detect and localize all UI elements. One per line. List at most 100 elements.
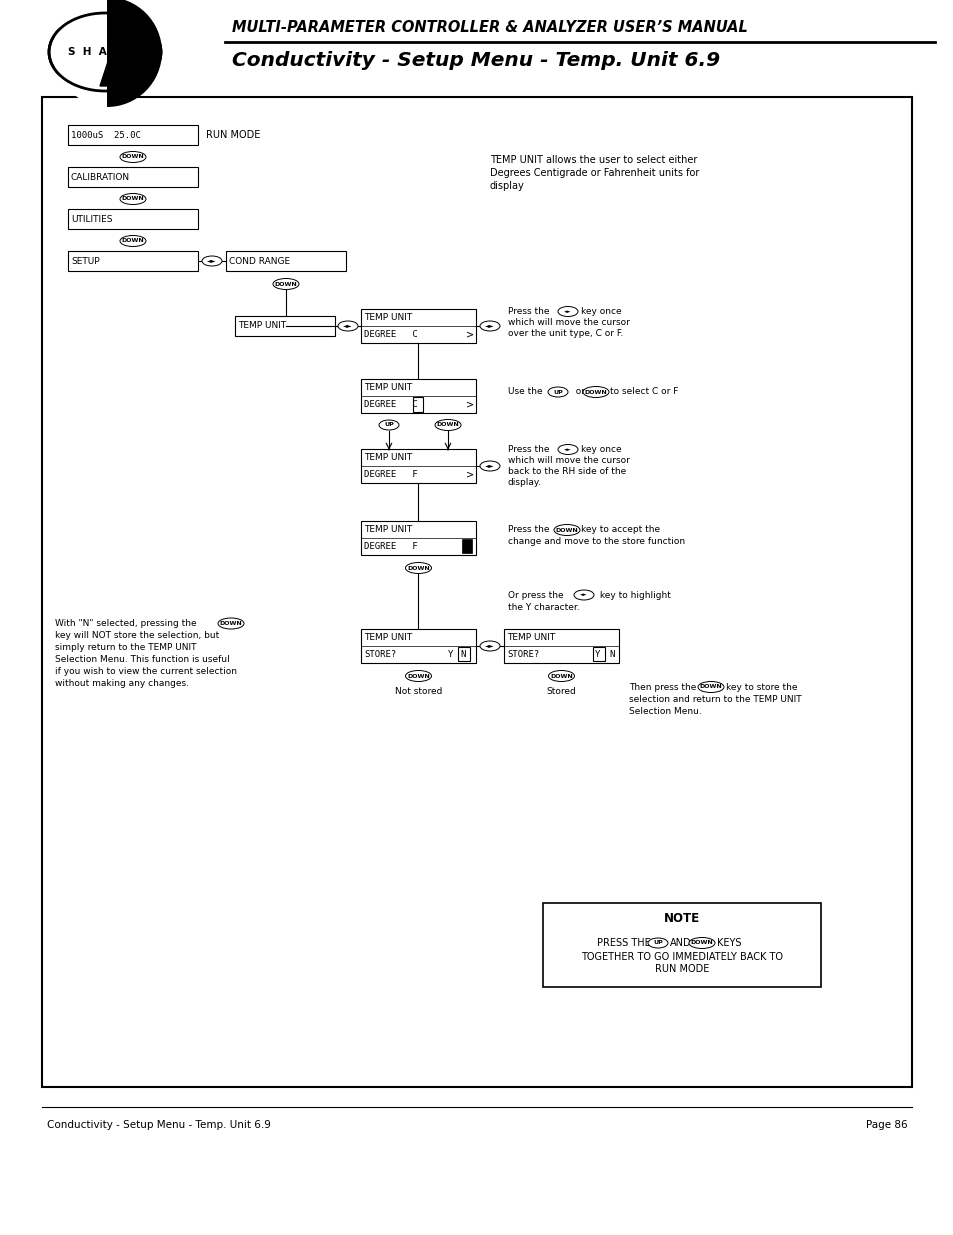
Text: display: display	[490, 182, 524, 191]
Text: TEMP UNIT: TEMP UNIT	[364, 312, 412, 322]
Text: COND RANGE: COND RANGE	[229, 257, 290, 266]
Ellipse shape	[479, 641, 499, 651]
Ellipse shape	[202, 256, 222, 266]
Text: DOWN: DOWN	[550, 673, 572, 678]
Bar	[68, 209, 198, 228]
Text: >: >	[465, 469, 474, 479]
Text: key to highlight: key to highlight	[597, 590, 670, 599]
Text: DOWN: DOWN	[699, 684, 721, 689]
Text: TOGETHER TO GO IMMEDIATELY BACK TO: TOGETHER TO GO IMMEDIATELY BACK TO	[580, 952, 782, 962]
Text: selection and return to the TEMP UNIT: selection and return to the TEMP UNIT	[628, 694, 801, 704]
Text: Use the: Use the	[507, 388, 542, 396]
Text: TEMP UNIT: TEMP UNIT	[364, 453, 412, 462]
Ellipse shape	[218, 618, 244, 629]
Text: ◄►: ◄►	[485, 324, 495, 329]
Text: DOWN: DOWN	[690, 941, 713, 946]
Text: over the unit type, C or F.: over the unit type, C or F.	[507, 329, 622, 338]
Text: KEYS: KEYS	[717, 939, 740, 948]
Text: N: N	[608, 650, 614, 659]
Ellipse shape	[479, 461, 499, 471]
Text: Degrees Centigrade or Fahrenheit units for: Degrees Centigrade or Fahrenheit units f…	[490, 168, 699, 178]
Text: TEMP UNIT: TEMP UNIT	[506, 634, 555, 642]
Text: simply return to the TEMP UNIT: simply return to the TEMP UNIT	[55, 643, 196, 652]
Text: Y: Y	[448, 650, 453, 659]
Bar	[457, 647, 470, 661]
Wedge shape	[107, 0, 162, 107]
Text: Not stored: Not stored	[395, 687, 442, 695]
Text: DOWN: DOWN	[436, 422, 459, 427]
Text: DOWN: DOWN	[407, 566, 430, 571]
Ellipse shape	[558, 445, 578, 454]
Text: UP: UP	[384, 422, 394, 427]
Text: TEMP UNIT: TEMP UNIT	[364, 383, 412, 391]
Text: ◄►: ◄►	[343, 324, 353, 329]
Text: the Y character.: the Y character.	[507, 603, 579, 611]
Text: UP: UP	[553, 389, 562, 394]
Text: or: or	[569, 388, 584, 396]
Ellipse shape	[120, 236, 146, 247]
Text: RUN MODE: RUN MODE	[206, 130, 260, 140]
Text: SETUP: SETUP	[71, 257, 99, 266]
Ellipse shape	[647, 939, 667, 948]
Bar	[226, 251, 346, 270]
Bar	[461, 538, 472, 553]
Text: PRESS THE: PRESS THE	[597, 939, 650, 948]
Text: DOWN: DOWN	[121, 238, 144, 243]
Text: Page 86: Page 86	[865, 1120, 907, 1130]
Text: ◄►: ◄►	[563, 309, 571, 314]
Ellipse shape	[574, 590, 594, 600]
Text: DOWN: DOWN	[219, 621, 242, 626]
Text: UTILITIES: UTILITIES	[71, 215, 112, 224]
Text: With "N" selected, pressing the: With "N" selected, pressing the	[55, 619, 196, 629]
Bar	[360, 309, 476, 343]
Ellipse shape	[49, 14, 161, 91]
Text: to select C or F: to select C or F	[609, 388, 678, 396]
Text: key to accept the: key to accept the	[580, 526, 659, 535]
Text: >: >	[465, 330, 474, 340]
Text: CALIBRATION: CALIBRATION	[71, 173, 130, 182]
Text: Or press the: Or press the	[507, 590, 563, 599]
Bar	[42, 98, 911, 1087]
Text: key once: key once	[580, 308, 621, 316]
Bar	[503, 629, 618, 663]
Ellipse shape	[547, 387, 567, 396]
Ellipse shape	[337, 321, 357, 331]
Text: Selection Menu.: Selection Menu.	[628, 706, 701, 715]
Text: RUN MODE: RUN MODE	[654, 965, 708, 974]
Text: DOWN: DOWN	[121, 196, 144, 201]
Ellipse shape	[405, 562, 431, 573]
Text: Conductivity - Setup Menu - Temp. Unit 6.9: Conductivity - Setup Menu - Temp. Unit 6…	[232, 51, 720, 69]
Ellipse shape	[582, 387, 608, 398]
Polygon shape	[100, 16, 123, 86]
Bar	[360, 521, 476, 555]
Text: DOWN: DOWN	[121, 154, 144, 159]
Bar	[68, 125, 198, 144]
Ellipse shape	[548, 671, 574, 682]
Text: TEMP UNIT: TEMP UNIT	[364, 525, 412, 534]
Text: MULTI-PARAMETER CONTROLLER & ANALYZER USER’S MANUAL: MULTI-PARAMETER CONTROLLER & ANALYZER US…	[232, 21, 747, 36]
Wedge shape	[53, 0, 107, 106]
Text: ◄►: ◄►	[579, 593, 587, 598]
Text: DOWN: DOWN	[584, 389, 607, 394]
Ellipse shape	[435, 420, 460, 431]
Text: UP: UP	[653, 941, 662, 946]
Text: DEGREE   F: DEGREE F	[364, 542, 417, 551]
Text: change and move to the store function: change and move to the store function	[507, 537, 684, 547]
Text: without making any changes.: without making any changes.	[55, 679, 189, 688]
Text: DEGREE   C: DEGREE C	[364, 330, 417, 338]
Ellipse shape	[554, 525, 579, 536]
Text: ◄►: ◄►	[485, 643, 495, 648]
Bar	[68, 251, 198, 270]
Text: Conductivity - Setup Menu - Temp. Unit 6.9: Conductivity - Setup Menu - Temp. Unit 6…	[47, 1120, 271, 1130]
Text: >: >	[465, 399, 474, 410]
Ellipse shape	[120, 152, 146, 163]
Text: Press the: Press the	[507, 526, 549, 535]
Text: STORE?: STORE?	[506, 650, 538, 659]
Text: Press the: Press the	[507, 445, 549, 454]
Text: Selection Menu. This function is useful: Selection Menu. This function is useful	[55, 655, 230, 664]
Text: DEGREE   C: DEGREE C	[364, 400, 417, 409]
Text: Press the: Press the	[507, 308, 549, 316]
Text: TEMP UNIT: TEMP UNIT	[364, 634, 412, 642]
Text: TEMP UNIT allows the user to select either: TEMP UNIT allows the user to select eith…	[490, 156, 697, 165]
Ellipse shape	[558, 306, 578, 316]
